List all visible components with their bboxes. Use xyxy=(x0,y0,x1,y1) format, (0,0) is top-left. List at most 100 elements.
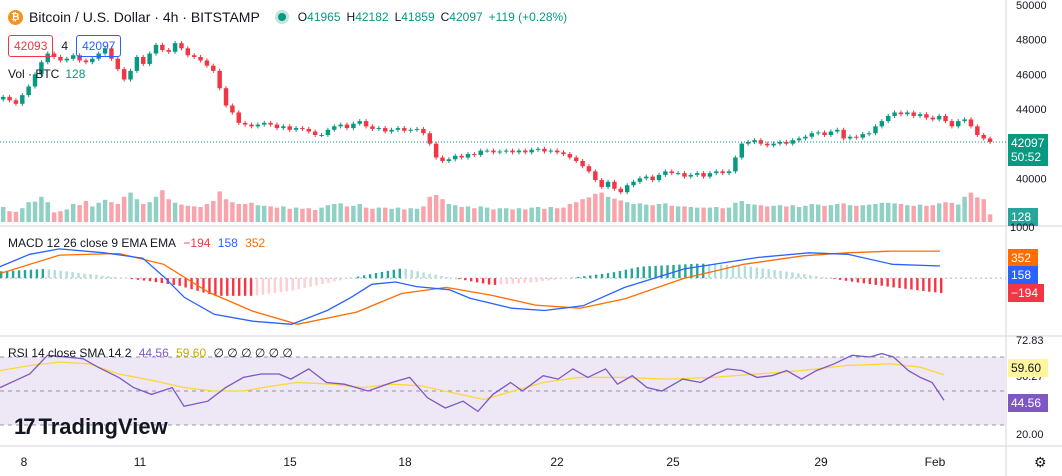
macd-histogram-bar xyxy=(148,278,152,282)
macd-histogram-bar xyxy=(666,265,669,279)
volume-bar xyxy=(860,205,865,222)
macd-histogram-bar xyxy=(446,277,449,279)
candle-body xyxy=(879,121,885,127)
candle-body xyxy=(873,126,878,134)
volume-bar xyxy=(663,203,668,222)
ohlc-key-h: H xyxy=(346,10,356,24)
volume-bar xyxy=(809,204,815,222)
volume-bar xyxy=(949,202,955,222)
macd-histogram-bar xyxy=(559,278,562,280)
macd-histogram-bar xyxy=(398,268,402,279)
candle-body xyxy=(0,96,6,100)
macd-histogram-bar xyxy=(220,278,223,296)
candle-body xyxy=(675,173,681,175)
candle-body xyxy=(478,150,483,155)
macd-histogram-bar xyxy=(464,278,467,281)
macd-histogram-bar xyxy=(23,270,27,279)
volume-bar xyxy=(191,206,197,222)
volume-bar xyxy=(45,202,50,222)
macd-histogram-bar xyxy=(362,275,366,279)
macd-histogram-bar xyxy=(232,278,235,296)
volume-bar xyxy=(440,199,445,222)
macd-histogram-bar xyxy=(368,274,372,279)
macd-histogram-bar xyxy=(821,277,824,279)
macd-histogram-bar xyxy=(850,278,854,282)
macd-histogram-bar xyxy=(934,278,937,293)
macd-histogram-bar xyxy=(838,278,842,280)
candle-body xyxy=(230,105,235,113)
volume-bar xyxy=(242,204,248,222)
price-tick-label: 46000 xyxy=(1016,69,1047,81)
volume-bar xyxy=(516,208,522,222)
candle-body xyxy=(542,148,547,152)
volume-bar xyxy=(370,208,375,222)
candle-body xyxy=(644,176,649,179)
settings-gear-icon[interactable]: ⚙ xyxy=(1034,454,1047,470)
volume-bar xyxy=(268,206,273,222)
candle-body xyxy=(911,112,916,116)
candle-body xyxy=(981,135,986,139)
candle-body xyxy=(274,124,280,129)
candle-body xyxy=(160,44,165,51)
rsi-legend-extras: ∅ ∅ ∅ ∅ ∅ ∅ xyxy=(213,346,293,360)
macd-histogram-bar xyxy=(737,265,741,279)
symbol-header[interactable]: ₿ Bitcoin / U.S. Dollar · 4h · BITSTAMP … xyxy=(8,9,573,25)
macd-histogram-bar xyxy=(190,278,193,290)
candle-body xyxy=(898,112,904,115)
candle-body xyxy=(421,128,426,134)
macd-histogram-bar xyxy=(719,264,723,279)
candle-body xyxy=(281,126,286,129)
volume-bar xyxy=(497,208,503,222)
volume-bar xyxy=(262,205,267,222)
volume-legend[interactable]: Vol · BTC 128 xyxy=(8,67,85,81)
volume-bar xyxy=(510,209,515,222)
macd-histogram-bar xyxy=(767,269,770,279)
macd-histogram-bar xyxy=(243,278,247,296)
candle-body xyxy=(344,124,350,129)
volume-bar xyxy=(898,204,904,222)
macd-histogram-bar xyxy=(345,278,348,280)
macd-histogram-bar xyxy=(89,274,92,279)
macd-histogram-bar xyxy=(505,278,509,285)
candle-body xyxy=(593,171,598,181)
bid-ask-panel[interactable]: 42093 4 42097 xyxy=(8,35,122,57)
volume-bar xyxy=(650,205,655,222)
rsi-legend[interactable]: RSI 14 close SMA 14 2 44.56 59.60 ∅ ∅ ∅ … xyxy=(8,346,297,360)
macd-histogram-bar xyxy=(101,275,104,279)
macd-histogram-bar xyxy=(868,278,872,285)
candle-body xyxy=(255,124,261,127)
volume-bar xyxy=(873,204,878,222)
volume-bar xyxy=(236,204,241,222)
candle-body xyxy=(363,121,369,127)
macd-legend[interactable]: MACD 12 26 close 9 EMA EMA −194 158 352 xyxy=(8,236,269,250)
macd-histogram-bar xyxy=(815,276,818,279)
macd-histogram-bar xyxy=(511,278,515,284)
macd-histogram-bar xyxy=(71,272,74,279)
candle-body xyxy=(835,129,840,132)
candle-body xyxy=(758,140,764,144)
rsi-band xyxy=(0,357,1006,425)
candle-body xyxy=(179,43,184,49)
candle-body xyxy=(459,155,464,158)
macd-line-tag: 158 xyxy=(1008,266,1038,284)
volume-legend-value: 128 xyxy=(65,67,86,81)
volume-bar xyxy=(20,208,25,222)
macd-histogram-bar xyxy=(83,273,86,279)
candle-body xyxy=(268,122,273,125)
volume-bar xyxy=(975,197,980,222)
candle-body xyxy=(300,128,305,130)
candle-body xyxy=(491,150,496,153)
candle-body xyxy=(13,100,19,104)
sell-button[interactable]: 42093 xyxy=(8,35,54,57)
volume-bar xyxy=(726,207,732,222)
buy-button[interactable]: 42097 xyxy=(76,35,122,57)
volume-bar xyxy=(179,204,184,222)
volume-bar xyxy=(160,190,165,222)
candle-body xyxy=(503,150,509,152)
volume-bar xyxy=(300,208,305,222)
symbol-title[interactable]: Bitcoin / U.S. Dollar · 4h · BITSTAMP xyxy=(29,9,260,25)
spread-value: 4 xyxy=(61,39,69,53)
macd-histogram-bar xyxy=(541,278,544,282)
candle-body xyxy=(109,48,114,59)
